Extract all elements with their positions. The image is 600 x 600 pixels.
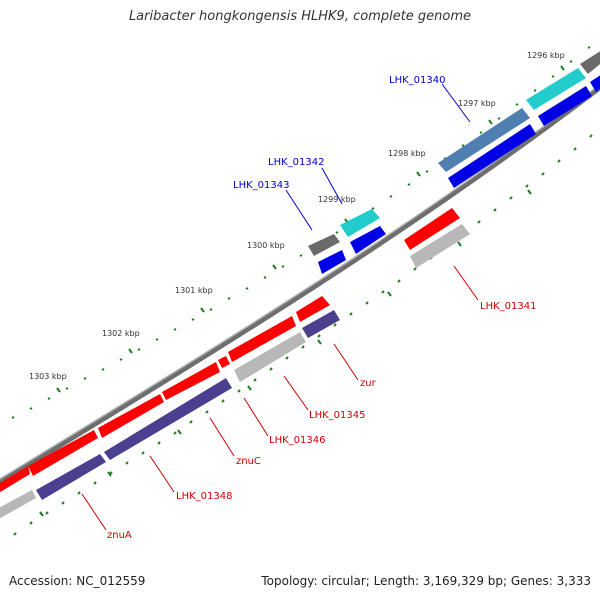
kbp-label-1302: 1302 kbp (102, 329, 140, 338)
gene-label-lhk-01342: LHK_01342 (268, 157, 324, 168)
feature-blue-1 (318, 250, 346, 274)
feature-dark-gray-1 (308, 234, 340, 256)
kbp-labels: 1296 kbp 1297 kbp 1298 kbp 1299 kbp 1300… (29, 51, 565, 381)
inner-tick-ring (13, 134, 593, 536)
kbp-label-1296: 1296 kbp (527, 51, 565, 60)
feature-dark-gray-2 (580, 51, 600, 74)
kbp-label-1297: 1297 kbp (458, 99, 496, 108)
feature-red-3 (98, 394, 164, 438)
gene-label-lhk-01340: LHK_01340 (389, 75, 445, 86)
gene-label-lhk-01343: LHK_01343 (233, 180, 289, 191)
gene-label-lhk-01348: LHK_01348 (176, 491, 232, 502)
feature-red-4 (162, 362, 220, 400)
outer-tick-ring (11, 46, 591, 419)
gene-label-lhk-01346: LHK_01346 (269, 435, 325, 446)
feature-red-1 (0, 466, 30, 493)
gene-label-znua: znuA (107, 530, 132, 541)
gene-label-lhk-01341: LHK_01341 (480, 301, 536, 312)
gene-label-lhk-01345: LHK_01345 (309, 410, 365, 421)
kbp-label-1301: 1301 kbp (175, 286, 213, 295)
feature-red-2 (28, 430, 98, 476)
kbp-label-1298: 1298 kbp (388, 149, 426, 158)
feature-navy-3 (36, 454, 106, 500)
feature-red-5 (218, 356, 230, 368)
feature-cyan-1 (340, 209, 380, 237)
gene-labels: LHK_01340 LHK_01342 LHK_01343 LHK_01341 … (107, 75, 536, 541)
feature-steel-1 (438, 108, 530, 172)
label-leaders (81, 83, 479, 531)
forward-features-row2[interactable] (318, 72, 600, 274)
feature-cyan-2 (526, 68, 586, 110)
feature-blue-2 (350, 226, 386, 254)
kbp-label-1303: 1303 kbp (29, 372, 67, 381)
feature-gray-2 (234, 332, 306, 382)
accession-text: Accession: NC_012559 (9, 574, 146, 588)
kbp-label-1299: 1299 kbp (318, 195, 356, 204)
feature-red-6 (228, 316, 296, 362)
feature-blue-3 (448, 124, 536, 188)
feature-blue-5 (590, 75, 600, 92)
kbp-label-1300: 1300 kbp (247, 241, 285, 250)
reverse-features[interactable] (0, 208, 470, 520)
feature-red-7 (296, 296, 330, 322)
gene-label-znuc: znuC (236, 456, 261, 467)
feature-navy-2 (104, 378, 232, 460)
forward-features[interactable] (0, 48, 600, 494)
feature-navy-1 (302, 310, 340, 338)
feature-red-8 (404, 208, 460, 250)
map-title: Laribacter hongkongensis HLHK9, complete… (128, 9, 472, 24)
feature-gray-1 (410, 224, 470, 268)
feature-gray-3 (0, 490, 36, 519)
gene-label-zur: zur (360, 378, 377, 389)
feature-blue-4 (538, 86, 592, 126)
genome-summary-text: Topology: circular; Length: 3,169,329 bp… (261, 574, 591, 588)
